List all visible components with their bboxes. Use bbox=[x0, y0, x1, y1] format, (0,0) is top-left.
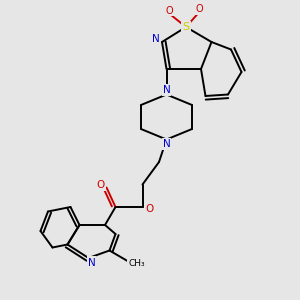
Text: O: O bbox=[196, 4, 203, 14]
Text: N: N bbox=[152, 34, 160, 44]
Text: O: O bbox=[166, 5, 173, 16]
Text: N: N bbox=[88, 257, 95, 268]
Text: S: S bbox=[182, 22, 190, 32]
Text: N: N bbox=[163, 139, 170, 149]
Text: O: O bbox=[146, 203, 154, 214]
Text: O: O bbox=[96, 179, 105, 190]
Text: CH₃: CH₃ bbox=[128, 260, 145, 268]
Text: N: N bbox=[163, 85, 170, 95]
